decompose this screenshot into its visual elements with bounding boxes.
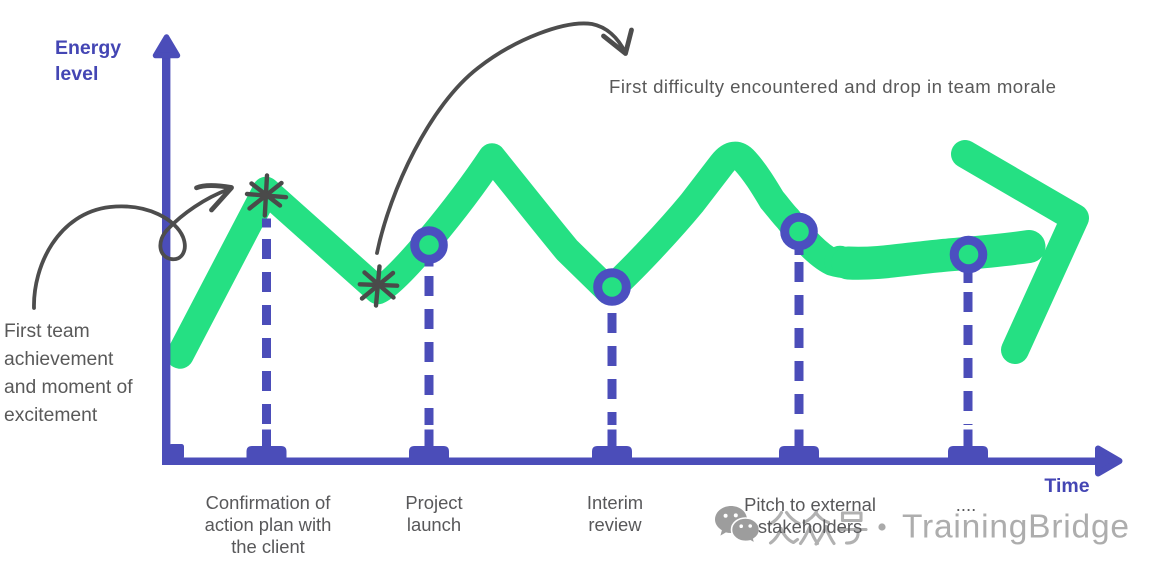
- svg-text:First difficulty encountered a: First difficulty encountered and drop in…: [609, 76, 1056, 97]
- svg-text:achievement: achievement: [4, 349, 114, 370]
- svg-text:and moment of: and moment of: [4, 377, 133, 398]
- svg-text:Confirmation of: Confirmation of: [206, 492, 332, 513]
- svg-text:review: review: [588, 514, 642, 535]
- svg-text:Energy: Energy: [55, 37, 121, 59]
- svg-text:Project: Project: [405, 492, 462, 513]
- svg-text:action plan with: action plan with: [205, 514, 332, 535]
- svg-text:the client: the client: [231, 536, 305, 557]
- svg-text:First team: First team: [4, 321, 90, 342]
- svg-text:Pitch to external: Pitch to external: [744, 494, 876, 515]
- svg-text:level: level: [55, 63, 98, 85]
- svg-text:launch: launch: [407, 514, 461, 535]
- svg-text:excitement: excitement: [4, 405, 98, 426]
- svg-text:Time: Time: [1044, 475, 1089, 497]
- svg-text:TrainingBridge: TrainingBridge: [902, 509, 1130, 546]
- svg-text:Interim: Interim: [587, 492, 643, 513]
- svg-text:....: ....: [956, 494, 976, 515]
- svg-text:stakeholders: stakeholders: [758, 516, 862, 537]
